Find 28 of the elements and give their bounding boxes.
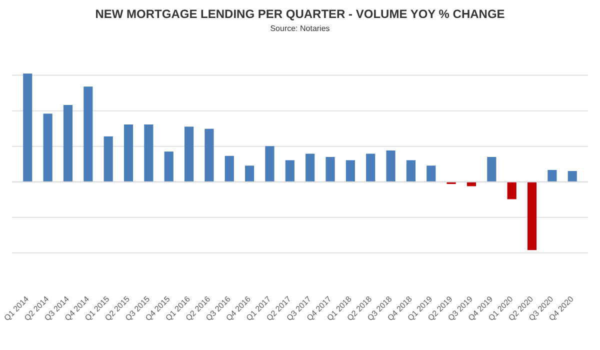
- bar: [43, 114, 52, 182]
- bar: [23, 74, 32, 182]
- bar: [204, 128, 214, 182]
- bar: [406, 160, 416, 182]
- bar: [144, 124, 154, 182]
- bar: [245, 166, 254, 182]
- bar: [63, 104, 73, 182]
- source-note: Source: Notaries: [270, 24, 330, 33]
- bar: [568, 171, 577, 182]
- bar: [487, 156, 496, 182]
- bar: [84, 86, 93, 182]
- bar: [265, 146, 274, 182]
- bar: [285, 160, 294, 182]
- bar: [366, 154, 376, 182]
- bar: [184, 126, 194, 182]
- bar: [386, 150, 396, 182]
- bar: [104, 136, 113, 182]
- bar: [124, 124, 134, 182]
- chart-title: NEW MORTGAGE LENDING PER QUARTER - VOLUME YOY % CHANGE: [95, 7, 505, 21]
- bar: [164, 152, 174, 182]
- bar: [306, 154, 315, 182]
- bar: [326, 156, 335, 182]
- bar: [426, 166, 436, 182]
- bar: [527, 182, 537, 250]
- bar: [548, 170, 557, 182]
- bar: [346, 160, 355, 182]
- bar: [507, 182, 516, 200]
- bar: [224, 156, 234, 182]
